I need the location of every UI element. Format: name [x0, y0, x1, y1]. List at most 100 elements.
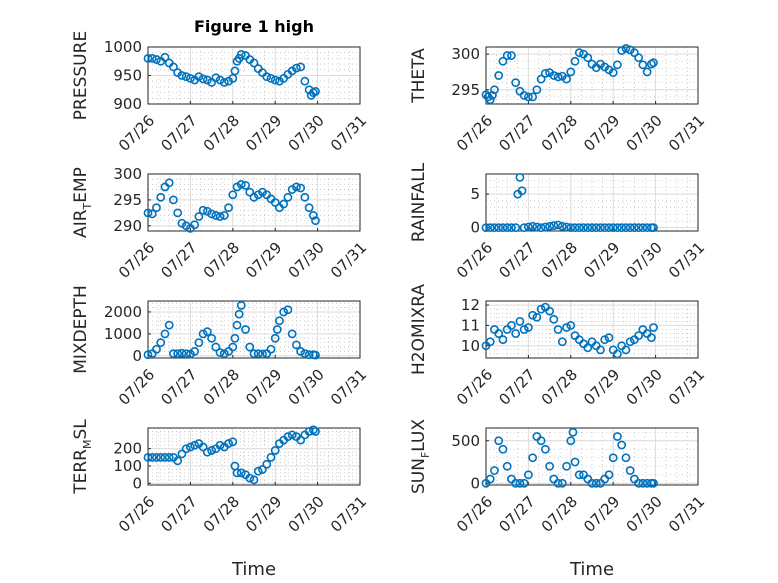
y-tick-label: 290 — [113, 217, 142, 235]
data-point — [498, 335, 508, 345]
data-point — [230, 333, 240, 343]
data-point — [311, 216, 320, 226]
data-point — [524, 470, 533, 480]
data-point — [266, 452, 276, 462]
axes-box — [147, 173, 361, 232]
data-point — [600, 335, 610, 345]
data-point — [617, 46, 627, 55]
data-point — [173, 349, 183, 359]
data-point — [245, 342, 255, 352]
data-point — [304, 350, 314, 360]
data-point — [207, 446, 216, 455]
x-tick-label: 07/29 — [242, 112, 285, 155]
x-tick-label: 07/30 — [285, 112, 328, 155]
data-point — [511, 329, 521, 338]
data-point — [649, 478, 658, 488]
x-tick-label: 07/30 — [623, 493, 666, 536]
data-point — [249, 475, 259, 485]
data-point — [502, 51, 512, 60]
y-axis-label-main: THETA — [409, 48, 429, 104]
y-tick-label: 0 — [470, 474, 480, 492]
data-point — [236, 300, 246, 310]
x-tick-label: 07/29 — [580, 112, 623, 155]
data-point — [164, 320, 174, 330]
y-tick-label: 12 — [461, 296, 480, 314]
x-tick-label: 07/27 — [495, 239, 538, 282]
data-point — [270, 75, 280, 85]
data-point — [604, 223, 614, 233]
x-tick-label: 07/26 — [115, 493, 158, 536]
x-tick-label: 07/26 — [115, 366, 158, 409]
data-point — [596, 223, 605, 233]
data-point — [540, 68, 550, 78]
x-tick-label: 07/31 — [665, 239, 708, 282]
x-tick-label: 07/27 — [495, 112, 538, 155]
data-point — [279, 199, 289, 209]
data-point — [304, 203, 314, 213]
data-point — [528, 92, 538, 102]
data-point — [152, 203, 161, 213]
data-point — [194, 338, 204, 348]
data-point — [583, 474, 593, 484]
data-point — [545, 306, 554, 316]
x-tick-label: 07/30 — [285, 366, 328, 409]
data-point — [519, 478, 529, 488]
axes-box — [485, 46, 699, 105]
data-point — [164, 452, 174, 462]
data-point — [498, 444, 508, 454]
data-point — [634, 478, 644, 488]
data-point — [608, 223, 618, 233]
y-axis-label: MIXDEPTH — [71, 285, 91, 374]
data-point — [219, 349, 229, 359]
data-point — [515, 316, 525, 326]
data-point — [311, 427, 320, 436]
data-point — [181, 72, 191, 82]
data-point — [185, 73, 195, 83]
x-tick-label: 07/28 — [538, 112, 581, 155]
data-point — [160, 52, 170, 62]
x-tick-label: 07/29 — [242, 493, 285, 536]
y-axis-label: SUNFLUX — [409, 419, 432, 494]
axes-box — [485, 427, 699, 486]
data-point — [549, 474, 559, 484]
x-tick-label: 07/27 — [157, 493, 200, 536]
data-point — [557, 337, 567, 347]
x-tick-label: 07/30 — [285, 239, 328, 282]
data-point — [649, 223, 658, 233]
data-point — [540, 222, 550, 232]
data-point — [562, 74, 571, 84]
data-point — [485, 223, 495, 233]
data-point — [258, 465, 267, 474]
x-tick-label: 07/30 — [623, 112, 666, 155]
data-point — [232, 468, 242, 478]
data-point — [532, 312, 542, 322]
x-tick-label: 07/28 — [200, 112, 243, 155]
x-tick-label: 07/30 — [623, 239, 666, 282]
data-point — [485, 95, 495, 105]
y-axis-label-main: SUN — [409, 458, 429, 494]
data-point — [253, 349, 263, 359]
x-tick-label: 07/31 — [665, 366, 708, 409]
data-point — [291, 63, 301, 73]
data-point — [249, 58, 259, 68]
x-axis-label: Time — [231, 559, 276, 580]
data-point — [228, 190, 238, 200]
x-tick-label: 07/27 — [157, 366, 200, 409]
data-point — [169, 349, 178, 359]
data-point — [296, 183, 306, 193]
data-point — [536, 436, 546, 446]
data-point — [490, 223, 499, 233]
data-point — [549, 314, 559, 324]
data-point — [258, 349, 267, 359]
data-point — [604, 470, 614, 480]
data-point — [634, 331, 644, 341]
data-point — [147, 209, 157, 219]
x-tick-label: 07/31 — [665, 493, 708, 536]
y-tick-label: 1000 — [104, 325, 142, 343]
data-point — [583, 223, 593, 233]
x-tick-label: 07/29 — [242, 239, 285, 282]
data-point — [311, 87, 320, 96]
data-point — [528, 310, 538, 320]
